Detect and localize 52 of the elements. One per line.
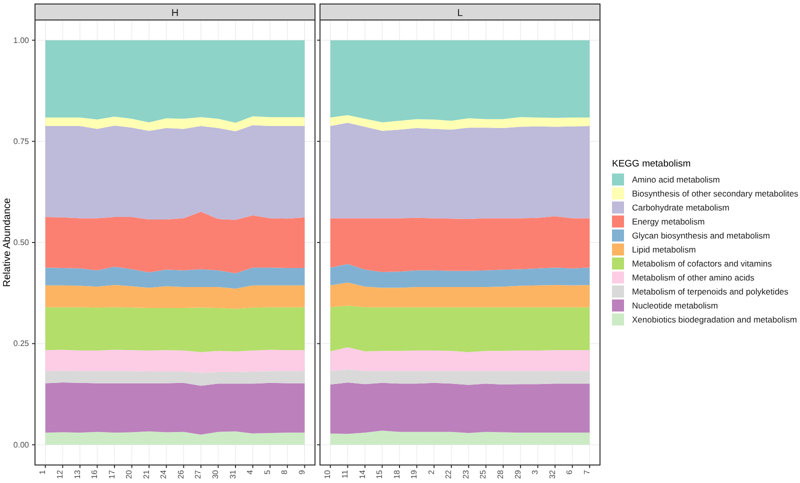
x-tick-label: 18 (392, 469, 402, 479)
x-tick-label: 8 (280, 469, 290, 474)
x-tick-label: 30 (211, 469, 220, 479)
chart-title: H (171, 8, 179, 19)
x-tick-label: 25 (478, 469, 488, 479)
y-tick-label: 0.75 (13, 136, 30, 146)
legend-label: Nucleotide metabolism (632, 300, 718, 310)
x-tick-label: 26 (176, 469, 186, 479)
x-tick-label: 13 (72, 469, 82, 479)
y-tick-label: 0.25 (13, 339, 30, 348)
x-tick-label: 27 (194, 469, 203, 479)
x-tick-label: 2 (426, 469, 436, 474)
x-tick-label: 16 (90, 469, 100, 479)
x-tick-label: 19 (410, 469, 419, 479)
y-tick-label: 0.50 (13, 238, 30, 248)
x-tick-label: 31 (228, 469, 238, 479)
x-tick-label: 14 (358, 469, 367, 479)
legend-label: Amino acid metabolism (632, 174, 720, 184)
x-tick-label: 32 (548, 469, 557, 479)
chart-title: L (457, 8, 464, 19)
x-tick-label: 23 (461, 469, 470, 479)
legend-label: Lipid metabolism (632, 244, 696, 254)
legend-label: Xenobiotics biodegradation and metabolism (632, 314, 797, 324)
x-tick-label: 17 (107, 469, 116, 479)
y-tick-label: 0.00 (13, 440, 30, 450)
x-tick-label: 11 (340, 469, 350, 478)
x-tick-label: 4 (246, 469, 255, 474)
y-axis-title: Relative Abundance (2, 198, 13, 287)
x-tick-label: 22 (444, 469, 454, 479)
y-tick-label: 1.00 (13, 36, 30, 45)
x-tick-label: 28 (496, 469, 506, 479)
x-tick-label: 5 (262, 469, 272, 474)
x-tick-label: 24 (159, 469, 168, 479)
x-tick-label: 3 (530, 469, 540, 474)
legend-label: Metabolism of terpenoids and polyketides (632, 286, 788, 296)
legend-label: Glycan biosynthesis and metabolism (632, 230, 770, 240)
legend-title: KEGG metabolism (612, 158, 691, 170)
legend-label: Metabolism of other amino acids (632, 272, 754, 282)
legend-label: Energy metabolism (632, 216, 705, 226)
x-tick-label: 9 (297, 469, 306, 474)
x-tick-label: 21 (142, 469, 151, 479)
legend-label: Carbohydrate metabolism (632, 202, 730, 212)
x-tick-label: 15 (375, 469, 384, 479)
x-tick-label: 10 (323, 469, 332, 479)
x-tick-label: 6 (565, 469, 574, 474)
x-tick-label: 29 (513, 469, 522, 479)
x-tick-label: 20 (124, 469, 134, 479)
legend-label: Biosynthesis of other secondary metabolites (632, 188, 798, 198)
legend-label: Metabolism of cofactors and vitamins (632, 258, 772, 268)
x-tick-label: 7 (582, 469, 592, 474)
x-tick-label: 12 (55, 469, 64, 479)
x-tick-label: 1 (38, 469, 48, 474)
